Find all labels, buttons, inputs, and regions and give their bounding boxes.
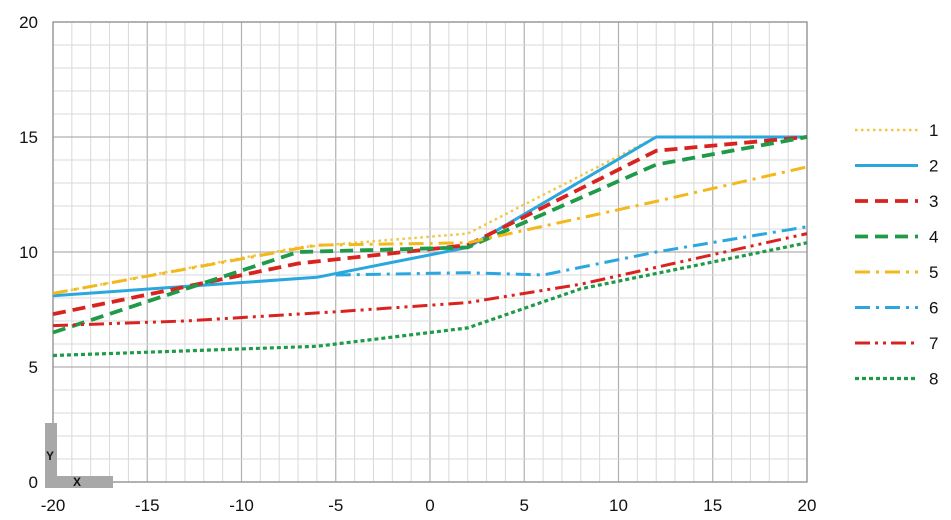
axis-icon-shape (45, 423, 113, 488)
legend-label: 3 (929, 192, 938, 211)
legend-label: 8 (929, 370, 938, 389)
legend-label: 1 (929, 121, 938, 140)
axis-icon-x-letter: X (73, 475, 81, 489)
grid (52, 21, 808, 483)
legend-label: 6 (929, 299, 938, 318)
axis-icon-y-letter: Y (46, 449, 54, 463)
y-tick-label: 15 (19, 128, 38, 147)
series-line-6 (335, 225, 808, 277)
legend: 1 2 3 4 5 6 7 8 (855, 121, 938, 389)
y-tick-label: 0 (29, 473, 38, 492)
x-tick-label: 15 (703, 496, 722, 515)
legend-label: 5 (929, 263, 938, 282)
x-tick-label: 5 (520, 496, 529, 515)
x-tick-label: -15 (135, 496, 160, 515)
x-tick-label: 10 (609, 496, 628, 515)
series-line-8 (52, 241, 808, 358)
legend-label: 4 (929, 228, 938, 247)
series-line-7 (52, 232, 808, 328)
plot-series (52, 135, 808, 358)
y-tick-label: 5 (29, 358, 38, 377)
x-tick-label: -5 (328, 496, 343, 515)
series-line-5 (52, 165, 808, 295)
y-tick-label: 10 (19, 243, 38, 262)
legend-label: 2 (929, 157, 938, 176)
x-tick-label: 20 (798, 496, 817, 515)
x-tick-label: 0 (425, 496, 434, 515)
xy-axis-icon: Y X (45, 423, 113, 489)
series-line-4 (52, 135, 808, 335)
plot-frame (52, 21, 808, 483)
legend-label: 7 (929, 334, 938, 353)
y-tick-label: 20 (19, 13, 38, 32)
axis-ticks: -20 -15 -10 -5 0 5 10 15 20 0 5 10 15 20 (19, 13, 816, 515)
x-tick-label: -20 (41, 496, 66, 515)
x-tick-label: -10 (229, 496, 254, 515)
